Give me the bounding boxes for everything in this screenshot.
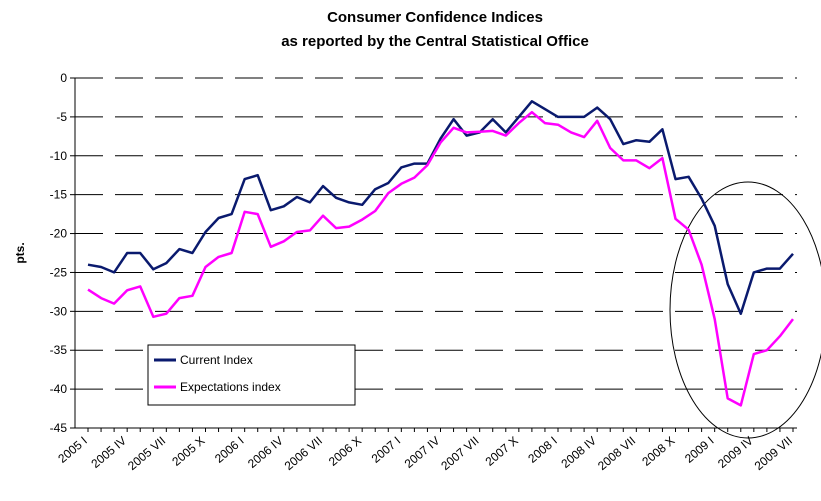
x-tick-label: 2007 X (483, 434, 521, 469)
y-tick-label: -20 (50, 227, 68, 241)
x-tick-label: 2005 X (169, 434, 207, 469)
x-tick-label: 2007 IV (402, 434, 443, 471)
x-tick-label: 2008 I (525, 434, 560, 466)
legend-label: Expectations index (180, 380, 281, 394)
y-tick-label: 0 (60, 71, 67, 85)
y-tick-label: -25 (50, 265, 68, 279)
x-tick-label: 2006 VII (282, 434, 325, 473)
x-tick-label: 2008 X (639, 434, 677, 469)
y-tick-label: -45 (50, 421, 68, 435)
chart-subtitle: as reported by the Central Statistical O… (281, 33, 589, 50)
x-tick-label: 2006 X (326, 434, 364, 469)
x-tick-label: 2006 I (212, 434, 247, 466)
x-tick-label: 2005 VII (125, 434, 168, 473)
data-line (87, 100, 794, 315)
y-tick-label: -30 (50, 304, 68, 318)
y-tick-label: -5 (56, 110, 67, 124)
y-tick-label: -35 (50, 343, 68, 357)
y-tick-label: -40 (50, 382, 68, 396)
highlight-ellipse (669, 181, 821, 439)
x-tick-label: 2009 IV (715, 434, 756, 471)
x-tick-label: 2009 VII (752, 434, 795, 473)
legend-box (147, 344, 356, 406)
y-tick-label: -10 (50, 149, 68, 163)
x-tick-label: 2008 VII (595, 434, 638, 473)
x-tick-label: 2008 IV (558, 434, 599, 471)
x-tick-label: 2005 I (55, 434, 90, 466)
x-tick-label: 2007 VII (438, 434, 481, 473)
y-axis-label: pts. (13, 242, 27, 263)
x-tick-label: 2006 IV (245, 434, 286, 471)
legend-label: Current Index (180, 353, 253, 367)
y-tick-label: -15 (50, 188, 68, 202)
x-tick-label: 2005 IV (88, 434, 129, 471)
x-tick-label: 2007 I (369, 434, 404, 466)
chart-title: Consumer Confidence Indices (327, 9, 543, 26)
data-line (87, 110, 794, 407)
x-tick-label: 2009 I (682, 434, 717, 466)
